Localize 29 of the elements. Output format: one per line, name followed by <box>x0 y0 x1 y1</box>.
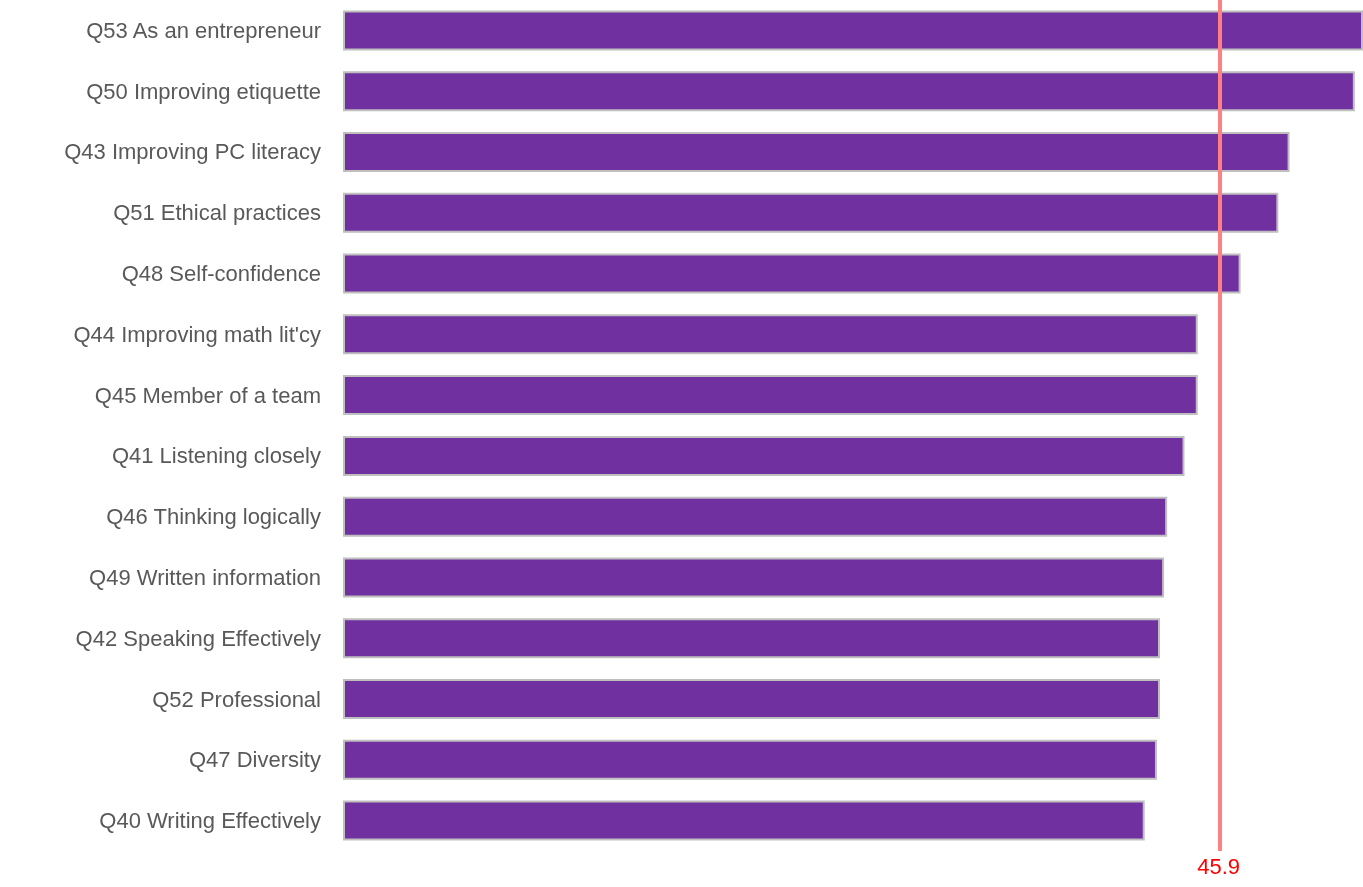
bar <box>343 71 1355 112</box>
y-tick-label: Q53 As an entrepreneur <box>86 17 321 43</box>
bar <box>343 253 1241 294</box>
bar <box>343 557 1165 598</box>
y-tick-label: Q46 Thinking logically <box>106 504 321 530</box>
y-tick-label: Q42 Speaking Effectively <box>75 625 321 651</box>
bar <box>343 10 1363 51</box>
y-tick-label: Q50 Improving etiquette <box>86 78 321 104</box>
bar <box>343 314 1198 355</box>
y-tick-label: Q44 Improving math lit'cy <box>73 321 321 347</box>
text: 45.9 <box>1197 853 1241 879</box>
bar <box>343 618 1161 659</box>
y-tick-label: Q43 Improving PC literacy <box>64 139 321 165</box>
bar <box>343 800 1145 841</box>
y-tick-label: Q45 Member of a team <box>94 382 321 408</box>
y-tick-label: Q49 Written information <box>89 564 321 590</box>
y-tick-label: Q40 Writing Effectively <box>99 808 321 834</box>
bar <box>343 496 1168 537</box>
y-tick-label: Q51 Ethical practices <box>113 200 321 226</box>
y-tick-label: Q52 Professional <box>152 686 321 712</box>
y-tick-label: Q47 Diversity <box>188 747 321 773</box>
bar <box>343 375 1198 416</box>
bar <box>343 192 1279 233</box>
bar <box>343 435 1185 476</box>
bar <box>343 739 1157 780</box>
y-tick-label: Q41 Listening closely <box>111 443 321 469</box>
bar <box>343 131 1290 172</box>
y-tick-label: Q48 Self-confidence <box>121 261 321 287</box>
bar <box>343 679 1161 720</box>
